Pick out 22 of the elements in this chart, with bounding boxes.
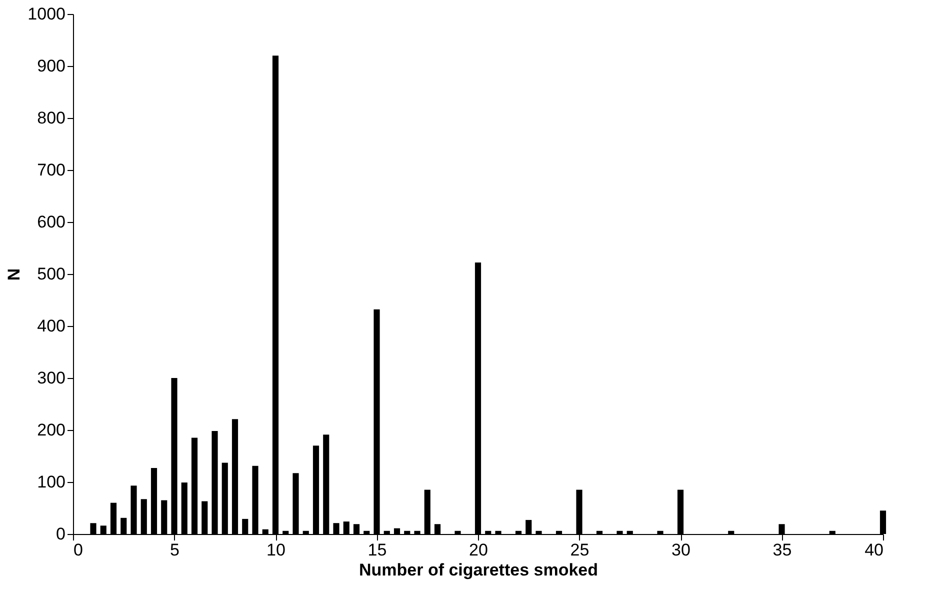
y-tick-label: 500: [37, 264, 66, 284]
y-tick-label: 100: [37, 472, 66, 492]
y-tick-label: 600: [37, 212, 66, 232]
y-tick-label: 1000: [28, 4, 66, 24]
y-tick-label: 800: [37, 108, 66, 128]
x-tick-label: 10: [266, 540, 286, 560]
x-tick-label: 20: [469, 540, 488, 560]
x-tick-label: 0: [74, 540, 83, 560]
x-tick-label: 30: [672, 540, 690, 560]
y-tick-label: 300: [37, 368, 66, 388]
x-axis-title: Number of cigarettes smoked: [358, 560, 598, 580]
x-tick-label: 5: [170, 540, 180, 560]
y-tick-label: 0: [56, 524, 66, 544]
y-axis-title: N: [4, 268, 24, 281]
x-tick-label: 25: [570, 540, 590, 560]
x-tick-label: 35: [772, 540, 792, 560]
y-tick-label: 700: [37, 160, 66, 180]
y-tick-label: 400: [37, 316, 66, 336]
x-tick-label: 40: [864, 540, 884, 560]
y-tick-label: 900: [37, 56, 66, 76]
y-tick-label: 200: [37, 420, 66, 440]
x-tick-label: 15: [368, 540, 387, 560]
